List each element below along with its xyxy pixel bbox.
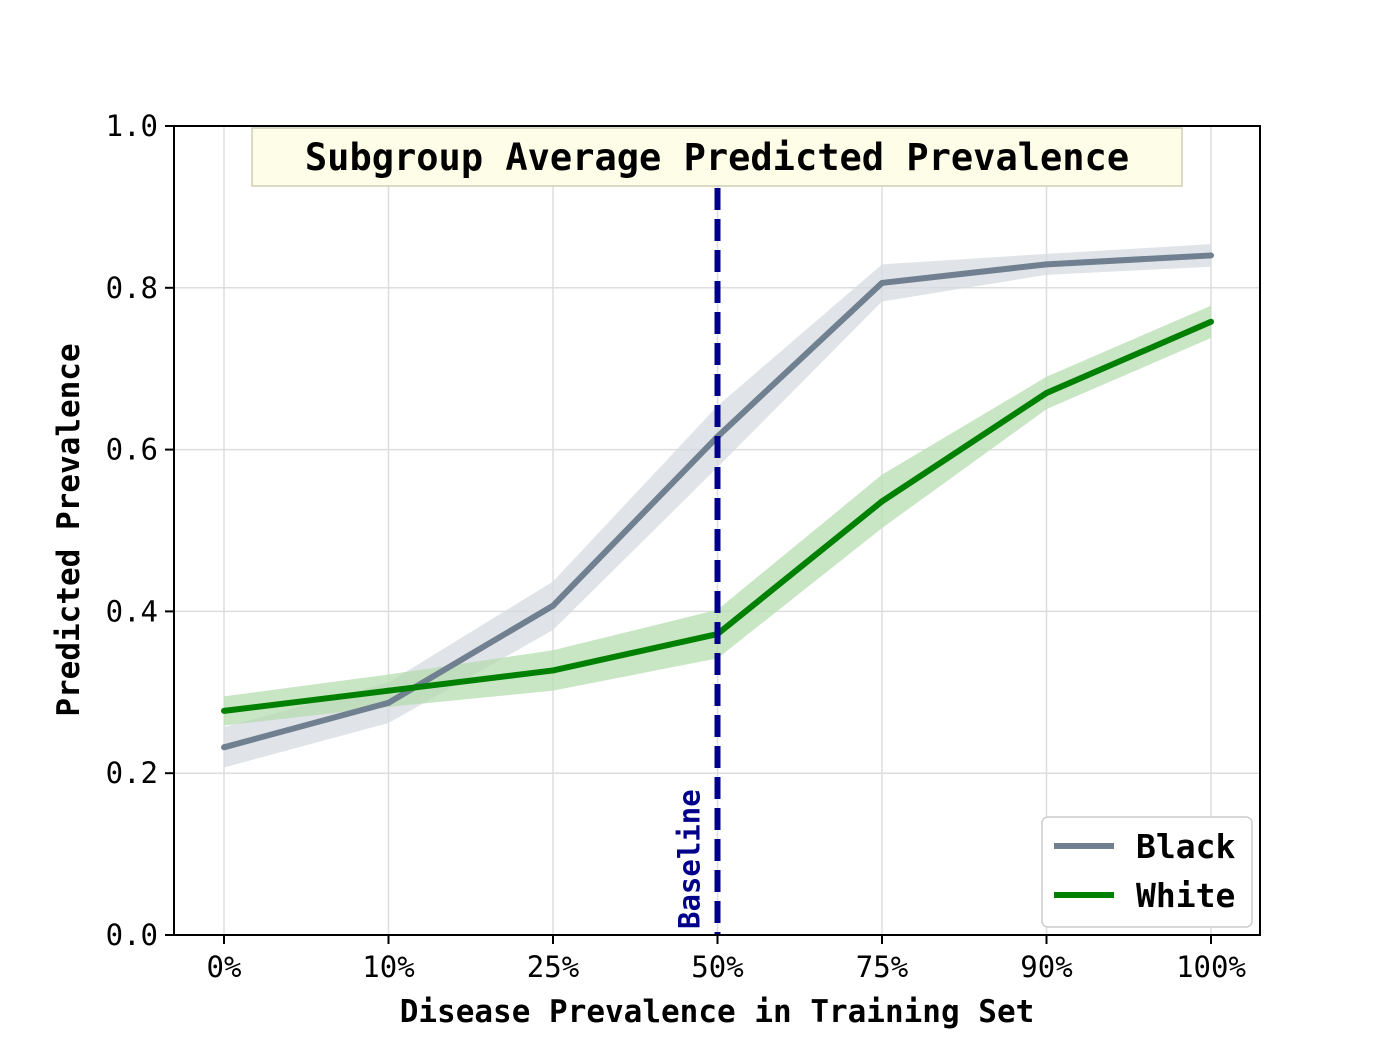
legend: Black White [1041,816,1253,928]
data-point-black [879,279,885,286]
chart-title-box: Subgroup Average Predicted Prevalence [251,127,1183,187]
data-point-white [550,667,556,674]
x-tick-label: 0% [207,950,242,984]
y-tick-label: 0.2 [106,756,158,790]
baseline-label: Baseline [673,789,707,929]
x-tick-label: 10% [362,950,414,984]
y-tick-label: 1.0 [106,109,158,143]
data-point-black [1208,252,1214,259]
x-tick-label: 100% [1176,950,1246,984]
data-point-white [1208,318,1214,325]
x-tick-label: 75% [856,950,908,984]
data-point-black [221,744,227,751]
x-axis-ticks: 0% 10% 25% 50% 75% 90% 100% [207,935,1246,984]
x-tick-label: 90% [1020,950,1072,984]
data-point-white [1043,389,1050,396]
data-point-black [1043,261,1050,268]
y-tick-label: 0.8 [106,271,158,305]
data-point-white [879,498,885,505]
legend-label-white: White [1136,876,1235,915]
x-tick-label: 50% [691,950,743,984]
baseline-marker: Baseline [673,188,721,935]
chart-title: Subgroup Average Predicted Prevalence [305,136,1129,179]
y-axis-label: Predicted Prevalence [51,343,87,716]
y-tick-label: 0.6 [106,433,158,467]
x-tick-label: 25% [527,950,579,984]
y-axis-ticks: 0.0 0.2 0.4 0.6 0.8 1.0 [106,109,174,952]
band-black [224,244,1211,768]
x-axis-label: Disease Prevalence in Training Set [400,994,1035,1030]
data-point-white [385,687,392,694]
data-point-white [221,707,227,714]
data-point-black [385,699,392,706]
y-tick-label: 0.0 [106,918,158,952]
y-tick-label: 0.4 [106,594,158,628]
legend-label-black: Black [1136,827,1235,866]
data-point-black [550,602,556,609]
